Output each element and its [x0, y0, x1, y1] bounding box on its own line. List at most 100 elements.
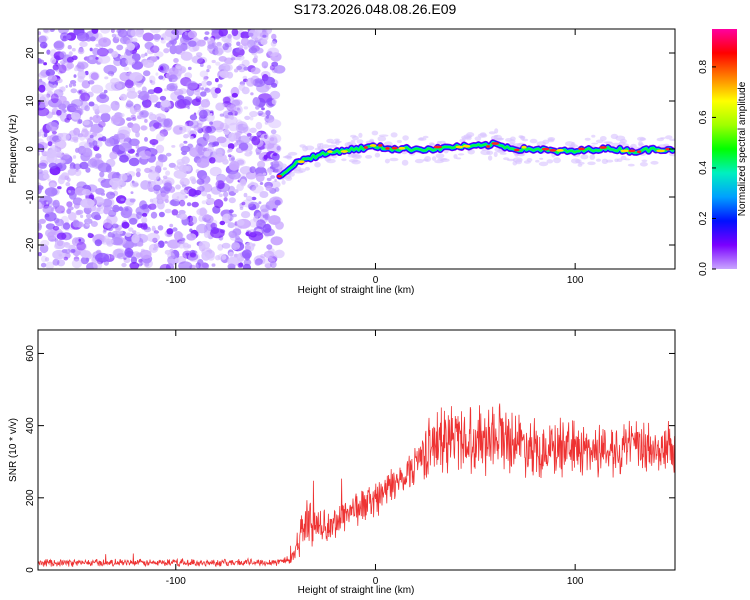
ridge-peak	[599, 146, 607, 149]
noise-blob	[227, 154, 232, 158]
noise-blob	[266, 244, 273, 250]
noise-blob	[238, 135, 251, 144]
noise-blob	[228, 148, 233, 153]
noise-blob	[241, 201, 246, 206]
noise-blob	[110, 254, 115, 259]
noise-blob	[206, 197, 215, 205]
noise-blob	[243, 46, 248, 50]
noise-blob	[81, 128, 89, 138]
noise-blob	[60, 159, 66, 164]
noise-blob	[38, 58, 42, 64]
ridge-halo	[522, 138, 529, 142]
ridge-halo	[437, 157, 448, 161]
ridge-halo	[639, 162, 648, 167]
noise-blob	[241, 59, 250, 67]
noise-blob	[223, 197, 228, 202]
noise-blob	[198, 83, 202, 87]
ridge-halo	[431, 156, 437, 161]
noise-blob	[94, 207, 99, 212]
noise-blob	[159, 263, 171, 269]
noise-blob	[73, 163, 82, 170]
noise-blob	[89, 47, 93, 52]
noise-blob	[265, 110, 271, 116]
ridge-halo	[304, 145, 315, 151]
ridge-halo	[281, 180, 286, 185]
spectrogram-ylabel: Frequency (Hz)	[8, 115, 19, 184]
noise-blob	[231, 29, 239, 37]
noise-blob	[112, 204, 120, 213]
noise-blob	[117, 134, 130, 144]
noise-blob	[85, 167, 91, 173]
noise-blob	[38, 84, 46, 93]
noise-blob	[120, 113, 125, 118]
noise-blob	[199, 207, 207, 217]
noise-blob	[268, 254, 278, 263]
noise-blob	[264, 121, 269, 125]
ridge-halo	[591, 142, 599, 145]
noise-blob	[188, 120, 199, 129]
ridge-halo	[553, 157, 561, 164]
noise-blob	[138, 258, 143, 263]
noise-blob	[57, 176, 65, 185]
noise-blob	[171, 145, 176, 148]
noise-blob	[157, 154, 168, 163]
ridge-halo	[488, 131, 496, 135]
ridge-peak	[385, 147, 390, 150]
colorbar-tick-label: 0.8	[698, 60, 709, 74]
noise-blob	[71, 47, 76, 52]
ridge-peak	[378, 144, 383, 147]
noise-blob	[168, 162, 176, 168]
ridge-halo	[304, 166, 310, 171]
noise-blob	[57, 186, 62, 190]
noise-blob	[136, 211, 143, 219]
noise-blob	[44, 211, 57, 222]
noise-blob	[218, 193, 223, 198]
ridge-halo	[512, 157, 523, 163]
noise-blob	[166, 42, 171, 48]
noise-blob	[198, 240, 211, 250]
noise-blob	[196, 208, 208, 216]
ridge-halo	[601, 158, 609, 164]
noise-blob	[160, 66, 164, 71]
noise-blob	[52, 199, 60, 209]
noise-blob	[164, 180, 172, 188]
noise-blob	[237, 148, 242, 152]
noise-blob	[71, 258, 82, 269]
noise-blob	[218, 29, 228, 37]
noise-blob	[103, 207, 110, 215]
noise-blob	[58, 103, 67, 110]
noise-blob	[39, 195, 53, 206]
ridge-halo	[615, 135, 626, 141]
noise-blob	[167, 255, 179, 265]
ridge-halo	[493, 134, 502, 140]
noise-blob	[83, 120, 90, 126]
noise-blob	[209, 121, 214, 125]
noise-blob	[236, 219, 245, 226]
noise-blob	[270, 175, 276, 179]
noise-blob	[144, 167, 152, 174]
noise-blob	[196, 93, 201, 98]
noise-blob	[163, 182, 173, 192]
noise-blob	[206, 146, 215, 153]
noise-blob	[162, 129, 167, 133]
ridge-halo	[365, 155, 373, 159]
noise-blob	[215, 35, 220, 40]
ridge-halo	[591, 134, 596, 138]
ridge-halo	[536, 141, 546, 147]
noise-blob	[248, 231, 264, 242]
spectrogram-plot-area	[38, 29, 675, 269]
noise-blob	[152, 33, 162, 41]
noise-blob	[223, 191, 229, 198]
noise-blob	[253, 40, 261, 46]
noise-blob	[72, 136, 79, 141]
noise-blob	[178, 261, 193, 269]
noise-blob	[196, 39, 206, 47]
noise-blob	[144, 137, 148, 142]
noise-blob	[73, 74, 77, 78]
noise-blob	[225, 63, 233, 72]
noise-blob	[263, 76, 275, 86]
noise-blob	[196, 52, 203, 57]
noise-blob	[68, 190, 77, 200]
noise-blob	[155, 160, 164, 169]
noise-blob	[243, 192, 248, 198]
